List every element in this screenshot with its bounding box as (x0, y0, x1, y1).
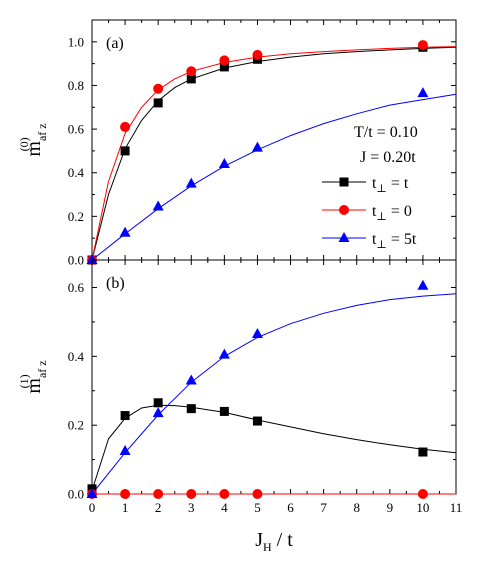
panel-b-label: (b) (106, 275, 125, 292)
x-tick-label: 1 (122, 500, 129, 515)
panel-a-series-3-point (86, 254, 98, 264)
x-axis-title: JH / t (255, 529, 293, 554)
panel-b-series-2-point (153, 489, 164, 499)
y-tick-label: 0.6 (68, 280, 85, 295)
panel-b-frame (91, 259, 457, 495)
panel-b-series-2-point (417, 489, 428, 499)
panel-a-series-1-point (153, 98, 163, 108)
panel-b-series-1-point (252, 416, 262, 426)
panel-b-series-3-point (119, 444, 131, 455)
legend-marker (338, 232, 350, 242)
panel-b-series-1-line (91, 404, 457, 491)
x-tick-label: 3 (188, 500, 195, 515)
x-tick-label: 2 (155, 500, 162, 515)
y-tick-label: 1.0 (68, 34, 84, 49)
panel-b-series-1-point (219, 406, 229, 416)
panel-a-series-3-point (251, 141, 263, 152)
panel-a-series-2-point (153, 83, 164, 94)
legend-entry: t⊥ = 5t (372, 231, 417, 251)
x-tick-label: 9 (387, 500, 394, 515)
legend-entry: t⊥ = 0 (372, 203, 412, 223)
panel-b-series-3-point (251, 327, 263, 338)
annotation-coupling: J = 0.20t (360, 149, 416, 166)
panel-b-series-1-point (186, 404, 196, 414)
panel-b-series-2-point (120, 489, 131, 499)
x-tick-label: 5 (254, 500, 261, 515)
panel-a-series-2-point (186, 66, 197, 77)
y-tick-label: 0.4 (68, 165, 85, 180)
panel-a-series-1-point (186, 74, 196, 84)
x-tick-label: 6 (287, 500, 294, 515)
legend-entry: t⊥ = t (372, 175, 409, 195)
panel-b-series-2-point (252, 489, 263, 499)
y-tick-label: 0.0 (68, 487, 84, 502)
panel-a-series-3-point (152, 200, 164, 211)
panel-b-series-3-line (91, 293, 457, 495)
panel-a-series-3-point (185, 177, 197, 188)
panel-b-series-2-point (186, 489, 197, 499)
x-tick-label: 4 (221, 500, 228, 515)
panel-b-series-1-point (120, 411, 130, 421)
y-tick-label: 0.2 (68, 209, 84, 224)
panel-b-series-3-point (152, 407, 164, 418)
panel-a-ylabel: maf z(0) (17, 123, 49, 156)
y-tick-label: 0.4 (68, 349, 85, 364)
panel-b-series-3-point (86, 488, 98, 498)
panel-a-series-2-point (252, 49, 263, 60)
panel-b-series-1-point (418, 447, 428, 457)
y-tick-label: 0.8 (68, 78, 84, 93)
y-tick-label: 0.0 (68, 253, 84, 268)
x-tick-label: 10 (416, 500, 429, 515)
panel-b-ylabel: maf z(1) (17, 360, 49, 393)
panel-b-series-3-point (417, 279, 429, 290)
x-tick-label: 7 (320, 500, 327, 515)
panel-b-series-1-point (153, 398, 163, 408)
panel-a-series-2-point (120, 121, 131, 132)
panel-a-label: (a) (106, 35, 124, 52)
y-tick-label: 0.2 (68, 418, 84, 433)
x-tick-label: 8 (353, 500, 360, 515)
panel-b-series-3-point (218, 348, 230, 359)
annotation-temperature: T/t = 0.10 (354, 124, 418, 141)
panel-a-series-1-point (120, 146, 130, 156)
panel-a-series-2-point (417, 40, 428, 51)
legend-marker (339, 205, 349, 215)
panel-b-series-3-point (185, 374, 197, 385)
panel-a-series-2-point (219, 55, 230, 66)
x-tick-label: 0 (89, 500, 96, 515)
x-tick-label: 11 (450, 500, 463, 515)
y-tick-label: 0.6 (68, 122, 85, 137)
panel-a-series-3-point (417, 87, 429, 98)
legend-marker (339, 177, 349, 187)
panel-a-series-1-point (219, 62, 229, 72)
panel-b-series-2-point (219, 489, 230, 499)
panel-a-series-3-line (91, 93, 457, 261)
panel-a-series-3-point (218, 158, 230, 168)
panel-a-series-3-point (119, 226, 131, 237)
